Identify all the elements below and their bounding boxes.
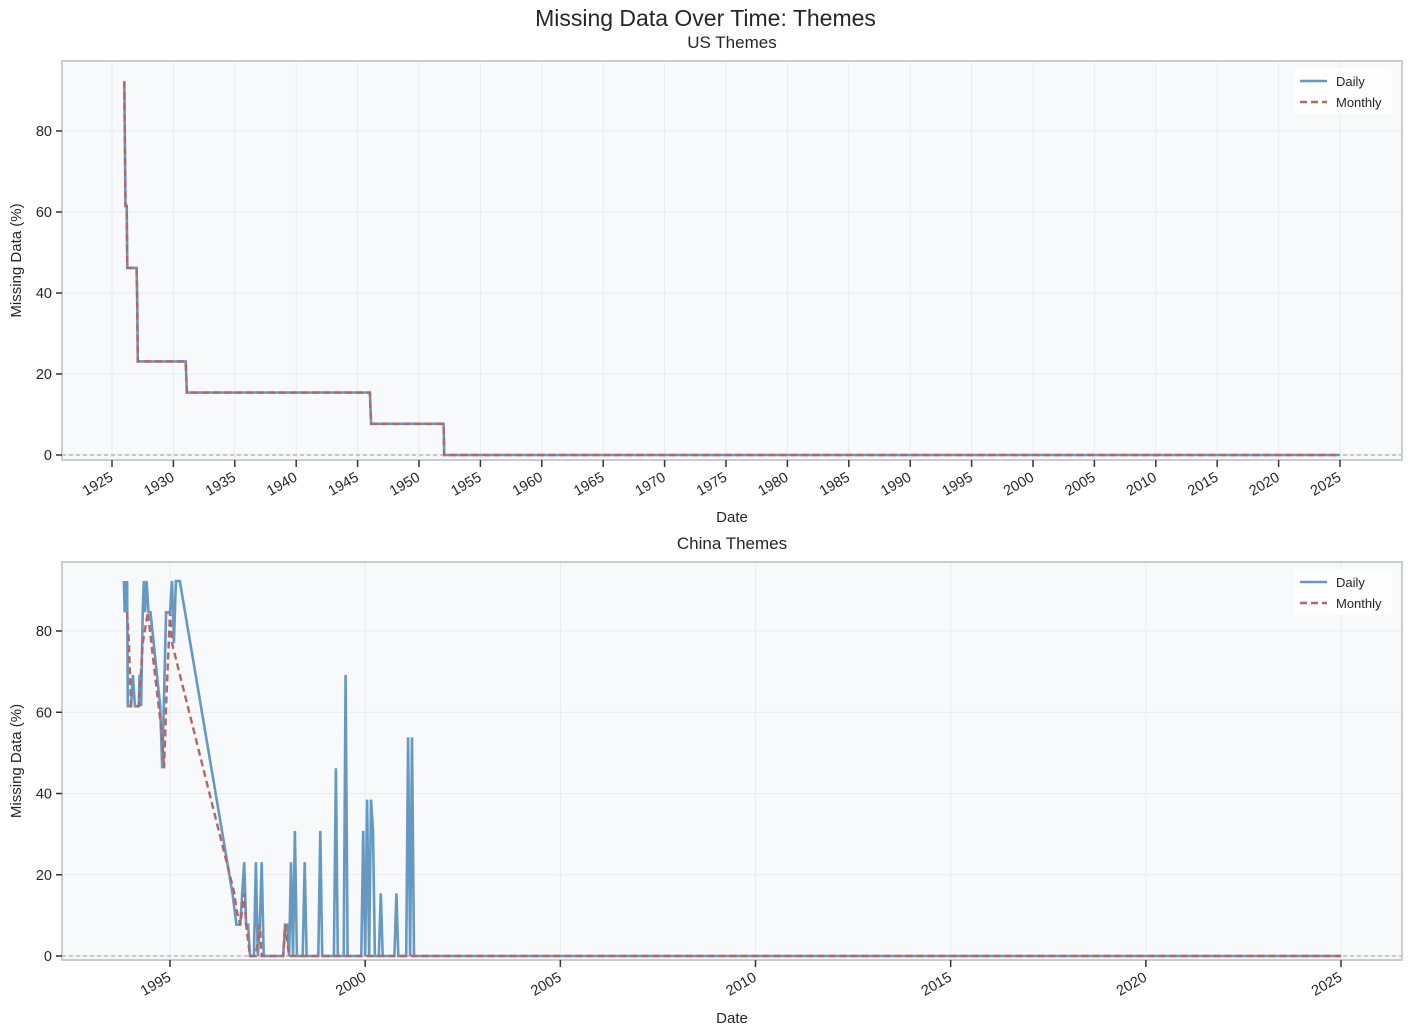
x-tick-label: 2025 <box>1308 470 1344 500</box>
series-monthly-line <box>123 81 1340 457</box>
series-monthly-line <box>125 612 1341 958</box>
legend-daily-label: Daily <box>1336 74 1365 89</box>
x-tick-label: 1940 <box>264 470 300 500</box>
x-axis-label: Date <box>716 509 748 526</box>
legend: Daily Monthly <box>1294 68 1392 114</box>
x-tick-label: 1970 <box>633 470 669 500</box>
x-tick-label: 1935 <box>203 470 239 500</box>
y-tick-label: 20 <box>36 868 52 884</box>
y-axis-label: Missing Data (%) <box>8 203 25 317</box>
y-tick-label: 60 <box>36 705 52 721</box>
x-tick-label: 1925 <box>80 470 116 500</box>
y-axis: 0 20 40 60 80 Missing Data (%) <box>8 624 62 965</box>
y-tick-label: 0 <box>44 949 52 965</box>
y-tick-label: 20 <box>36 367 52 383</box>
legend-monthly-label: Monthly <box>1336 95 1382 110</box>
x-tick-label: 2005 <box>1062 470 1098 500</box>
x-tick-label: 2005 <box>528 970 564 1000</box>
x-tick-label: 1960 <box>510 470 546 500</box>
x-tick-label: 1975 <box>694 470 730 500</box>
x-tick-label: 1995 <box>940 470 976 500</box>
x-tick-label: 2020 <box>1247 470 1283 500</box>
legend: Daily Monthly <box>1294 569 1392 615</box>
x-axis-label: Date <box>716 1010 748 1027</box>
x-tick-label: 1950 <box>387 470 423 500</box>
axes-frame <box>61 561 1403 961</box>
x-tick-label: 2010 <box>724 970 760 1000</box>
subplot-title: China Themes <box>677 534 787 553</box>
x-tick-label: 2000 <box>1001 470 1037 500</box>
axes-frame <box>61 60 1403 461</box>
plot-area <box>62 562 1402 960</box>
y-tick-label: 60 <box>36 205 52 221</box>
y-tick-label: 0 <box>44 448 52 464</box>
legend-monthly-label: Monthly <box>1336 596 1382 611</box>
figure-title: Missing Data Over Time: Themes <box>535 5 876 31</box>
x-tick-label: 1995 <box>138 970 174 1000</box>
x-axis: 1925 1930 1935 1940 1945 1950 1955 1960 1965 1970… <box>80 460 1344 526</box>
y-tick-label: 40 <box>36 286 52 302</box>
x-tick-label: 1965 <box>571 470 607 500</box>
x-tick-label: 1980 <box>755 470 791 500</box>
x-tick-label: 1930 <box>141 470 177 500</box>
y-tick-label: 80 <box>36 124 52 140</box>
plot-area <box>62 61 1402 460</box>
legend-daily-label: Daily <box>1336 575 1365 590</box>
x-axis: 1995 2000 2005 2010 2015 2020 2025 Date <box>138 960 1345 1027</box>
x-tick-label: 1945 <box>326 470 362 500</box>
y-tick-label: 80 <box>36 624 52 640</box>
x-tick-label: 2020 <box>1114 970 1150 1000</box>
x-tick-label: 2025 <box>1309 970 1345 1000</box>
x-tick-label: 2000 <box>333 970 369 1000</box>
x-tick-label: 1985 <box>817 470 853 500</box>
x-tick-label: 2010 <box>1124 470 1160 500</box>
y-tick-label: 40 <box>36 787 52 803</box>
subplot-us-themes: 0 20 40 60 80 Missing Data (%) 1925 1930 1935 194… <box>8 33 1403 526</box>
subplot-china-themes: 0 20 40 60 80 Missing Data (%) 1995 2000 2005 201… <box>8 534 1403 1027</box>
y-axis-label: Missing Data (%) <box>8 704 25 818</box>
subplot-title: US Themes <box>687 33 776 52</box>
x-tick-label: 1955 <box>448 470 484 500</box>
x-tick-label: 1990 <box>878 470 914 500</box>
y-axis: 0 20 40 60 80 Missing Data (%) <box>8 124 62 464</box>
x-tick-label: 2015 <box>919 970 955 1000</box>
x-tick-label: 2015 <box>1185 470 1221 500</box>
